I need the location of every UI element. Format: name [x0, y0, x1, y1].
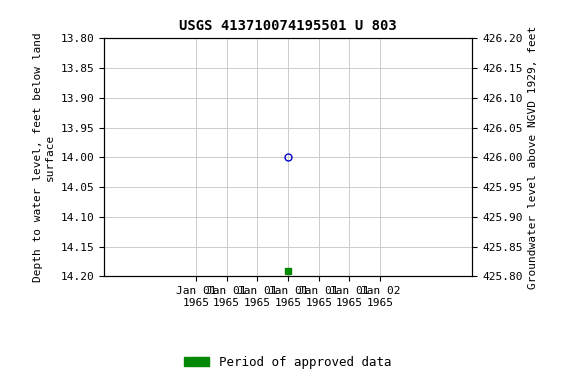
Legend: Period of approved data: Period of approved data	[179, 351, 397, 374]
Y-axis label: Groundwater level above NGVD 1929, feet: Groundwater level above NGVD 1929, feet	[528, 26, 538, 289]
Title: USGS 413710074195501 U 803: USGS 413710074195501 U 803	[179, 19, 397, 33]
Y-axis label: Depth to water level, feet below land
surface: Depth to water level, feet below land su…	[33, 33, 55, 282]
